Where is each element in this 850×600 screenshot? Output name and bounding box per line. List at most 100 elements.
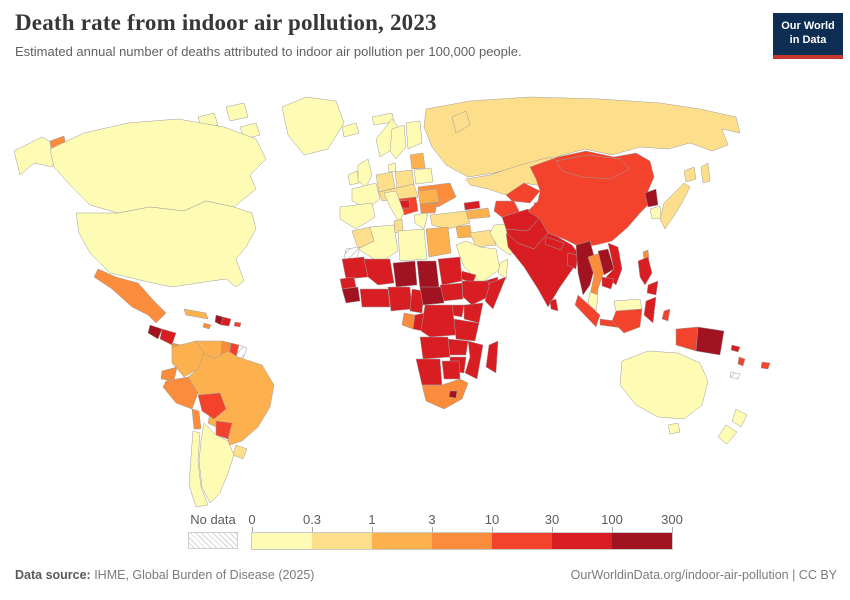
region-sudan[interactable] (437, 256, 463, 286)
region-iraq[interactable] (469, 229, 497, 248)
region-fiji[interactable] (760, 361, 771, 370)
region-novaya-zemlya[interactable] (451, 110, 471, 134)
region-bolivia[interactable] (197, 392, 227, 420)
region-turkey[interactable] (429, 210, 471, 230)
region-mongolia[interactable] (555, 154, 631, 180)
region-guatemala[interactable] (147, 324, 163, 340)
region-uruguay[interactable] (232, 444, 248, 460)
region-myanmar[interactable] (575, 240, 597, 296)
region-sri-lanka[interactable] (549, 298, 559, 312)
region-bulgaria[interactable] (419, 202, 438, 214)
region-borneo-indonesia[interactable] (611, 308, 643, 334)
region-france[interactable] (351, 182, 381, 210)
region-philippines[interactable] (637, 256, 659, 296)
region-moluccas[interactable] (661, 308, 671, 322)
legend-bin-1-3[interactable] (372, 533, 432, 549)
region-chad[interactable] (416, 260, 440, 290)
region-madagascar[interactable] (485, 340, 499, 374)
region-denmark[interactable] (387, 162, 397, 173)
region-belarus[interactable] (413, 167, 434, 185)
legend-bin-0-0.3[interactable] (252, 533, 312, 549)
region-uzbekistan[interactable] (505, 182, 541, 204)
region-guinea-sierra-leone[interactable] (341, 286, 361, 304)
region-syria[interactable] (455, 224, 473, 239)
region-jamaica[interactable] (202, 322, 212, 330)
region-central-african-republic[interactable] (419, 286, 445, 306)
region-somalia[interactable] (484, 276, 507, 310)
region-angola[interactable] (419, 336, 451, 360)
region-ethiopia[interactable] (461, 280, 493, 306)
region-drc[interactable] (420, 304, 457, 338)
region-bangladesh[interactable] (566, 252, 579, 270)
region-cameroon[interactable] (409, 288, 425, 314)
region-lesotho[interactable] (448, 390, 458, 399)
region-solomon-islands[interactable] (730, 344, 741, 353)
region-paraguay[interactable] (215, 420, 233, 440)
region-ireland[interactable] (347, 170, 360, 186)
region-south-africa[interactable] (421, 378, 469, 410)
region-north-korea[interactable] (644, 188, 659, 208)
legend-no-data-swatch[interactable] (188, 532, 238, 549)
legend-bin-10-30[interactable] (492, 533, 552, 549)
region-niger[interactable] (392, 260, 418, 288)
region-senegal[interactable] (339, 276, 357, 290)
region-papua-new-guinea[interactable] (695, 326, 725, 356)
region-finland[interactable] (405, 120, 423, 150)
region-australia[interactable] (619, 350, 709, 420)
region-kenya[interactable] (463, 302, 484, 324)
region-armenia-azerbaijan[interactable] (465, 207, 491, 220)
region-south-sudan[interactable] (439, 282, 464, 302)
region-tanzania[interactable] (453, 318, 480, 342)
owid-logo[interactable]: Our World in Data (773, 13, 843, 59)
region-argentina[interactable] (198, 422, 235, 504)
region-new-caledonia[interactable] (729, 371, 741, 380)
region-papua-indonesia[interactable] (675, 326, 699, 352)
region-botswana[interactable] (441, 360, 461, 380)
region-cuba[interactable] (183, 308, 209, 320)
region-mexico[interactable] (93, 268, 167, 324)
legend-bin-100-300[interactable] (612, 533, 672, 549)
region-vanuatu[interactable] (737, 356, 746, 367)
region-india[interactable] (505, 232, 579, 308)
legend-bin-3-10[interactable] (432, 533, 492, 549)
region-sweden[interactable] (389, 124, 407, 160)
region-egypt[interactable] (425, 226, 452, 258)
region-mali[interactable] (363, 258, 395, 286)
region-mozambique[interactable] (464, 340, 484, 380)
region-south-korea[interactable] (649, 205, 662, 220)
region-germany[interactable] (375, 171, 396, 193)
region-canada[interactable] (49, 118, 267, 214)
region-japan[interactable] (659, 166, 697, 230)
region-cambodia[interactable] (601, 276, 615, 290)
region-nepal[interactable] (544, 236, 565, 251)
region-vietnam[interactable] (605, 242, 623, 286)
region-iceland[interactable] (341, 122, 360, 138)
region-alaska[interactable] (13, 136, 61, 176)
region-romania[interactable] (417, 188, 440, 205)
region-tasmania[interactable] (667, 422, 681, 435)
region-usa[interactable] (75, 200, 257, 288)
region-baltic-states[interactable] (409, 152, 426, 170)
region-greenland[interactable] (281, 96, 345, 156)
region-gabon[interactable] (401, 312, 416, 330)
footer-credit-link[interactable]: OurWorldinData.org/indoor-air-pollution … (570, 568, 837, 582)
region-zambia[interactable] (447, 338, 469, 356)
region-libya[interactable] (397, 228, 428, 262)
region-ecuador[interactable] (160, 366, 178, 382)
region-dominican-republic[interactable] (220, 316, 232, 327)
legend-bin-30-100[interactable] (552, 533, 612, 549)
region-saudi-arabia[interactable] (455, 240, 501, 284)
region-chile[interactable] (188, 430, 209, 508)
region-sumatra[interactable] (574, 294, 601, 328)
region-greece[interactable] (413, 212, 429, 230)
region-sulawesi[interactable] (643, 296, 657, 324)
region-honduras-nicaragua[interactable] (159, 328, 177, 346)
region-brazil[interactable] (187, 350, 275, 446)
region-oman[interactable] (497, 258, 509, 280)
region-namibia[interactable] (415, 358, 443, 386)
region-chile-north[interactable] (191, 408, 202, 430)
region-italy[interactable] (383, 190, 405, 223)
region-cote-divoire-ghana[interactable] (359, 288, 391, 308)
region-sakhalin[interactable] (700, 162, 711, 184)
region-nigeria[interactable] (387, 286, 413, 312)
